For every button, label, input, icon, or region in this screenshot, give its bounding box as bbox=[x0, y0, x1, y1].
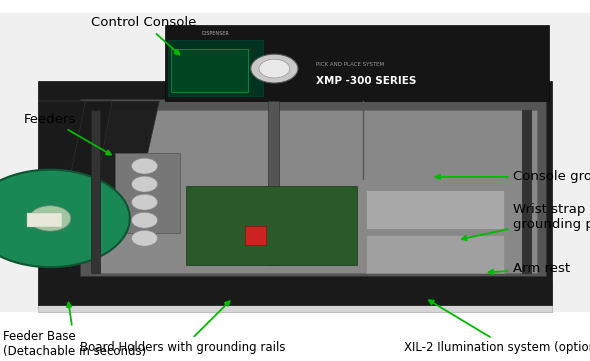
Text: Feeders: Feeders bbox=[24, 113, 111, 155]
Text: XIL-2 Ilumination system (optional): XIL-2 Ilumination system (optional) bbox=[404, 300, 590, 354]
Bar bbox=[165, 25, 549, 101]
Bar bbox=[168, 40, 263, 96]
Polygon shape bbox=[38, 101, 159, 217]
Circle shape bbox=[132, 230, 158, 246]
Text: Control Console: Control Console bbox=[91, 16, 197, 55]
Bar bbox=[522, 110, 531, 273]
Circle shape bbox=[132, 194, 158, 210]
Text: XMP -300 SERIES: XMP -300 SERIES bbox=[316, 76, 416, 86]
Bar bbox=[186, 186, 357, 265]
Circle shape bbox=[132, 212, 158, 228]
Text: Console ground: Console ground bbox=[435, 170, 590, 183]
Text: DISPENSER: DISPENSER bbox=[201, 31, 230, 36]
Circle shape bbox=[0, 170, 130, 267]
Bar bbox=[91, 110, 537, 273]
Bar bbox=[27, 213, 62, 227]
Bar bbox=[171, 49, 248, 92]
Circle shape bbox=[132, 158, 158, 174]
Text: Wrist strap
grounding point: Wrist strap grounding point bbox=[462, 203, 590, 240]
Bar bbox=[115, 153, 180, 233]
Bar bbox=[80, 99, 546, 276]
Bar bbox=[366, 235, 504, 273]
Polygon shape bbox=[38, 101, 86, 209]
Bar bbox=[91, 110, 100, 273]
Circle shape bbox=[251, 54, 298, 83]
Polygon shape bbox=[38, 101, 112, 217]
Bar bbox=[38, 282, 552, 312]
Text: PICK AND PLACE SYSTEM: PICK AND PLACE SYSTEM bbox=[316, 62, 384, 68]
Bar bbox=[0, 13, 590, 312]
Circle shape bbox=[132, 176, 158, 192]
Circle shape bbox=[259, 59, 290, 78]
Circle shape bbox=[30, 206, 71, 231]
Bar bbox=[366, 190, 504, 229]
Bar bbox=[38, 81, 552, 305]
Bar bbox=[268, 101, 279, 265]
Text: Board Holders with grounding rails: Board Holders with grounding rails bbox=[80, 301, 286, 354]
Text: Arm rest: Arm rest bbox=[489, 262, 571, 275]
Bar bbox=[245, 226, 266, 245]
Text: Feeder Base
(Detachable in seconds): Feeder Base (Detachable in seconds) bbox=[3, 303, 146, 358]
